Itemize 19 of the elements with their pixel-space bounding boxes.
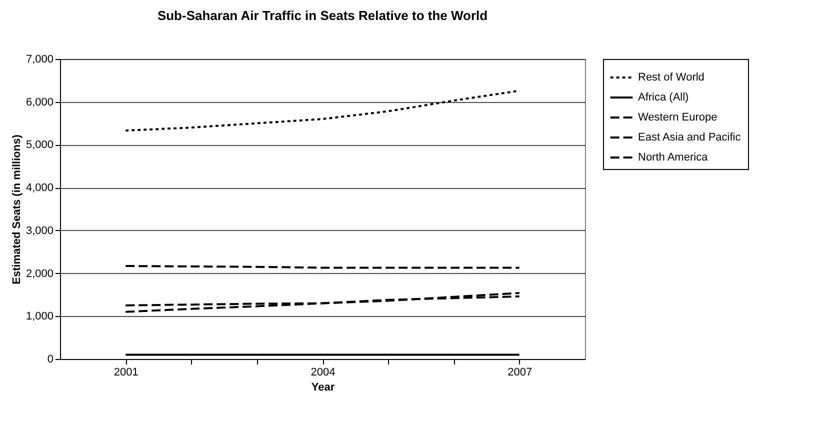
x-tick-label: 2004 <box>310 366 336 378</box>
legend-label: Western Europe <box>638 112 718 124</box>
y-tick-label: 6,000 <box>26 96 54 108</box>
x-tick-label: 2001 <box>114 366 138 378</box>
y-tick-label: 7,000 <box>26 54 54 66</box>
legend-label: North America <box>638 152 709 164</box>
legend-label: East Asia and Pacific <box>638 132 742 144</box>
y-tick-label: 4,000 <box>26 182 54 194</box>
x-axis-title: Year <box>311 382 336 394</box>
y-tick-label: 1,000 <box>26 310 54 323</box>
legend-label: Africa (All) <box>638 92 689 104</box>
y-tick-label: 3,000 <box>26 224 54 237</box>
y-tick-label: 2,000 <box>26 268 54 280</box>
x-tick-label: 2007 <box>508 366 532 378</box>
y-axis-title: Estimated Seats (in millions) <box>10 134 23 284</box>
y-tick-label: 5,000 <box>26 139 54 152</box>
legend-label: Rest of World <box>638 72 704 84</box>
y-tick-label: 0 <box>47 354 54 366</box>
chart-title: Sub-Saharan Air Traffic in Seats Relative to the World <box>157 8 488 23</box>
